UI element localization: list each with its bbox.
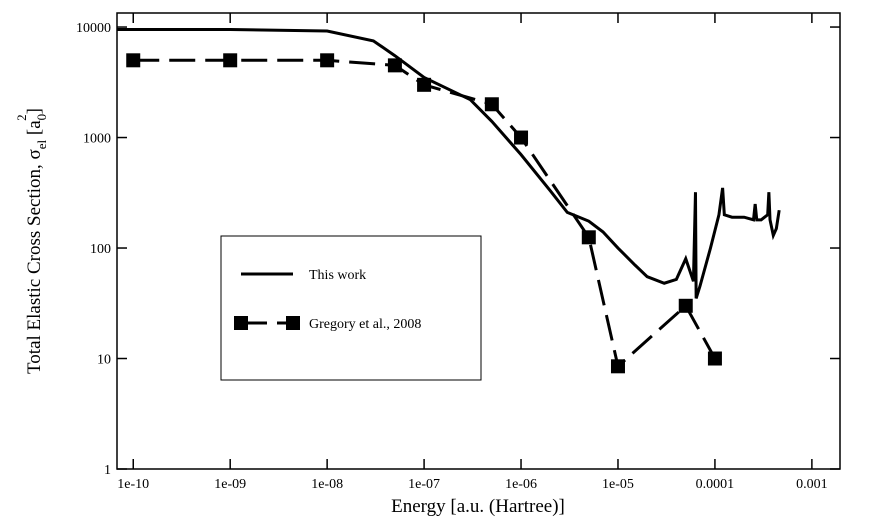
series-marker xyxy=(387,58,402,73)
x-tick-label: 0.001 xyxy=(796,477,828,492)
x-tick-label: 1e-05 xyxy=(602,477,634,492)
y-axis-label: Total Elastic Cross Section, σel [a02] xyxy=(14,108,49,374)
series-marker xyxy=(126,53,141,68)
series-line xyxy=(117,28,781,299)
y-axis-label-part: 2 xyxy=(14,114,29,121)
x-tick-label: 0.0001 xyxy=(696,477,735,492)
legend-label: Gregory et al., 2008 xyxy=(309,317,421,332)
legend-label: This work xyxy=(309,268,366,283)
series-marker xyxy=(320,53,335,68)
plot-frame xyxy=(116,12,841,470)
y-axis-label-part: Total Elastic Cross Section, σ xyxy=(24,149,45,374)
series-marker xyxy=(514,130,529,145)
x-tick-label: 1e-08 xyxy=(311,477,343,492)
x-axis-label: Energy [a.u. (Hartree)] xyxy=(391,496,565,517)
series-marker xyxy=(484,97,499,112)
y-axis-label-part: ] xyxy=(24,108,45,114)
y-axis-label-part: 0 xyxy=(34,114,49,121)
series-marker xyxy=(678,298,693,313)
series-marker xyxy=(707,351,722,366)
legend-marker xyxy=(234,316,248,330)
y-tick-label: 1000 xyxy=(83,132,111,147)
y-axis-label-group: Total Elastic Cross Section, σel [a02] xyxy=(14,108,49,374)
y-axis-label-part: [a xyxy=(24,120,45,140)
legend-marker xyxy=(286,316,300,330)
x-tick-label: 1e-10 xyxy=(117,477,149,492)
y-tick-label: 1 xyxy=(104,463,111,478)
legend-frame xyxy=(220,235,482,381)
x-tick-label: 1e-09 xyxy=(214,477,246,492)
series-marker xyxy=(223,53,238,68)
series-marker xyxy=(610,359,625,374)
series-marker xyxy=(581,230,596,245)
x-tick-label: 1e-06 xyxy=(505,477,537,492)
y-tick-label: 10000 xyxy=(76,21,111,36)
y-axis-label-part: el xyxy=(34,139,49,149)
x-tick-label: 1e-07 xyxy=(408,477,440,492)
y-tick-label: 100 xyxy=(90,242,111,257)
series-marker xyxy=(417,77,432,92)
y-tick-label: 10 xyxy=(97,353,111,368)
